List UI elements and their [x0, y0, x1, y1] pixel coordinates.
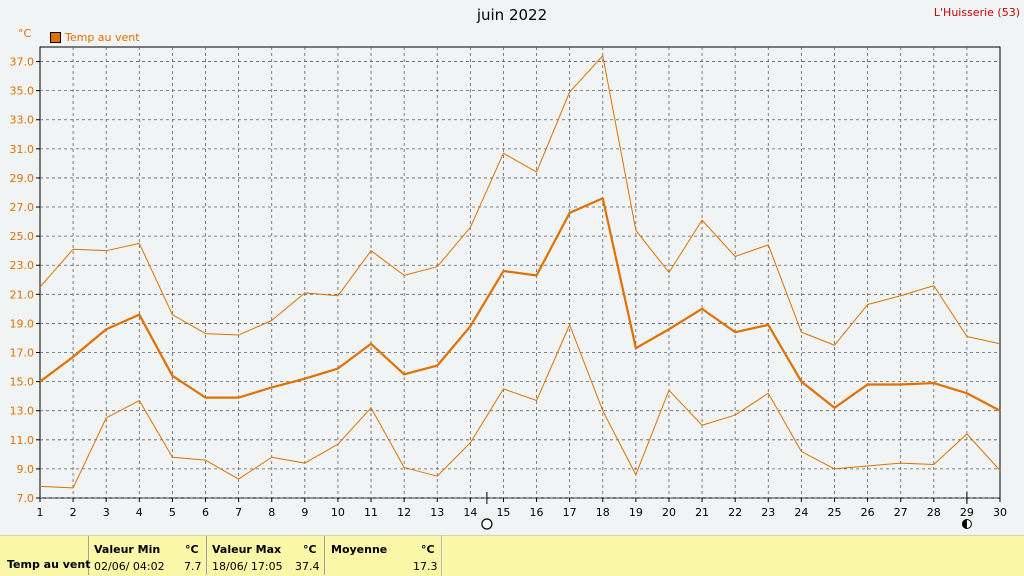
x-tick-label: 14 [463, 506, 477, 519]
chart-canvas: 7.09.011.013.015.017.019.021.023.025.027… [10, 46, 1007, 530]
series-line-mean [39, 197, 1001, 412]
summary-divider [88, 536, 89, 575]
x-tick-label: 21 [695, 506, 709, 519]
legend-label: Temp au vent [65, 31, 140, 44]
x-tick-label: 12 [397, 506, 411, 519]
x-tick-label: 29 [960, 506, 974, 519]
y-tick-label: 25.0 [10, 230, 35, 243]
x-tick-label: 1 [37, 506, 44, 519]
min-heading: Valeur Min [94, 543, 161, 556]
x-tick-label: 20 [662, 506, 676, 519]
legend: Temp au vent [50, 31, 140, 44]
y-tick-label: 17.0 [10, 347, 35, 360]
x-tick-label: 16 [530, 506, 544, 519]
y-tick-label: 11.0 [10, 434, 35, 447]
mean-heading: Moyenne [331, 543, 388, 556]
legend-swatch [50, 32, 61, 43]
station-name: L'Huisserie (53) [933, 6, 1020, 19]
x-tick-label: 5 [169, 506, 176, 519]
x-tick-label: 13 [430, 506, 444, 519]
y-tick-label: 7.0 [17, 492, 35, 505]
min-when: 02/06/ 04:02 [94, 560, 165, 573]
summary-divider [206, 536, 207, 575]
x-tick-label: 22 [728, 506, 742, 519]
summary-divider [324, 536, 325, 575]
x-tick-label: 19 [629, 506, 643, 519]
summary-row-label: Temp au vent [7, 558, 91, 571]
y-tick-label: 33.0 [10, 114, 35, 127]
x-tick-label: 2 [70, 506, 77, 519]
y-axis-unit: °C [18, 27, 32, 40]
x-tick-label: 27 [894, 506, 908, 519]
summary-panel-empty [441, 535, 1024, 576]
x-tick-label: 8 [268, 506, 275, 519]
x-tick-label: 15 [496, 506, 510, 519]
y-tick-label: 27.0 [10, 201, 35, 214]
x-tick-label: 30 [993, 506, 1007, 519]
y-tick-label: 15.0 [10, 376, 35, 389]
summary-panel [0, 535, 441, 576]
x-tick-label: 3 [103, 506, 110, 519]
x-tick-label: 25 [827, 506, 841, 519]
x-tick-label: 4 [136, 506, 143, 519]
max-when: 18/06/ 17:05 [212, 560, 283, 573]
y-tick-label: 31.0 [10, 143, 35, 156]
y-tick-label: 9.0 [17, 463, 35, 476]
x-tick-label: 9 [301, 506, 308, 519]
y-tick-label: 29.0 [10, 172, 35, 185]
max-unit: °C [303, 543, 317, 556]
y-tick-label: 23.0 [10, 259, 35, 272]
x-tick-label: 6 [202, 506, 209, 519]
max-value: 37.4 [295, 560, 320, 573]
x-tick-label: 18 [596, 506, 610, 519]
max-heading: Valeur Max [212, 543, 282, 556]
x-tick-label: 11 [364, 506, 378, 519]
x-tick-label: 24 [794, 506, 808, 519]
y-tick-label: 19.0 [10, 317, 35, 330]
mean-unit: °C [421, 543, 435, 556]
min-unit: °C [185, 543, 199, 556]
x-tick-label: 26 [861, 506, 875, 519]
y-tick-label: 35.0 [10, 85, 35, 98]
x-tick-label: 10 [331, 506, 345, 519]
x-tick-label: 23 [761, 506, 775, 519]
series-line-max [39, 55, 1001, 346]
y-tick-label: 37.0 [10, 56, 35, 69]
min-value: 7.7 [184, 560, 202, 573]
chart-title: juin 2022 [476, 6, 548, 24]
y-tick-label: 13.0 [10, 405, 35, 418]
full-moon-icon [481, 518, 493, 530]
new-moon-icon-shade [962, 519, 967, 529]
mean-value: 17.3 [413, 560, 438, 573]
y-tick-label: 21.0 [10, 288, 35, 301]
x-tick-label: 7 [235, 506, 242, 519]
x-tick-label: 17 [563, 506, 577, 519]
x-tick-label: 28 [927, 506, 941, 519]
series-line-min [39, 324, 1001, 489]
